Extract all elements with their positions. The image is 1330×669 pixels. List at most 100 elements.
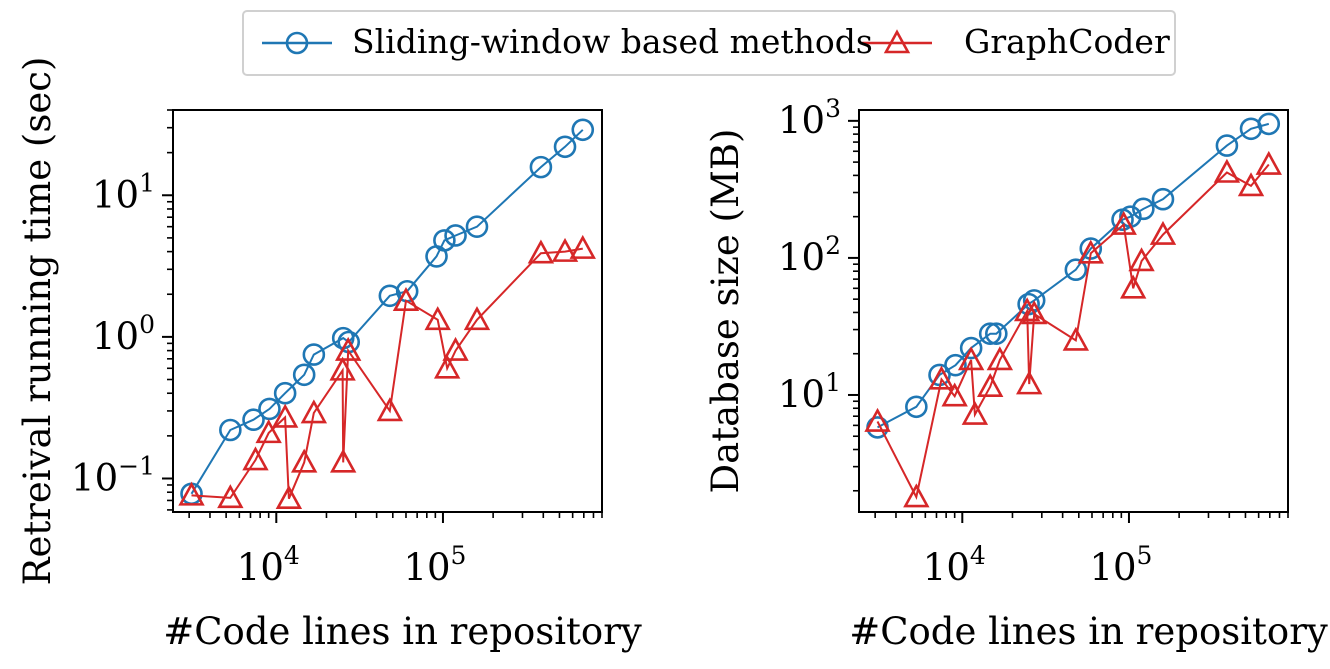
legend-marker-triangle [883,29,911,54]
legend-markers [262,29,932,55]
data-point-triangle [1062,326,1090,351]
data-point-triangle [1020,300,1048,325]
data-point-circle [1257,112,1281,136]
data-point-triangle [424,306,451,331]
data-point-triangle [290,448,318,473]
data-point-triangle [271,403,299,428]
x-tick-label: 105 [1089,541,1152,589]
x-axis-label: #Code lines in repository [849,610,1328,653]
data-point-triangle [433,354,461,379]
data-point-triangle [392,287,420,312]
series-line [877,122,1270,429]
legend-label-graphcoder: GraphCoder [964,22,1170,61]
data-point-circle [444,224,467,247]
data-point-triangle [957,346,985,371]
data-point-triangle [1149,220,1177,245]
data-point-triangle [217,484,244,509]
data-point-triangle [1128,247,1155,272]
x-tick-exponent: 4 [284,541,300,570]
data-point-circle [1151,187,1175,211]
data-point-circle [273,381,297,405]
y-tick-label: 101 [778,368,841,416]
data-point-triangle [986,346,1014,371]
data-point-triangle [376,397,404,422]
y-tick-base: 10 [92,173,139,216]
data-point-circle [1132,197,1155,221]
data-point-triangle [1119,274,1147,299]
data-point-triangle [928,365,955,390]
plot-frame [172,109,603,513]
legend-label-sliding-window: Sliding-window based methods [352,22,873,61]
data-point-triangle [442,336,469,361]
data-point-triangle [941,382,968,407]
plot-frame [858,109,1289,513]
y-tick-base: 10 [778,236,825,279]
series-sliding-window [180,118,595,506]
data-point-triangle [1015,370,1043,395]
series-line [191,247,583,500]
data-point-circle [985,322,1008,345]
data-point-triangle [569,234,596,259]
data-point-circle [465,215,489,238]
x-tick-label: 104 [923,541,986,589]
x-tick-exponent: 4 [970,541,986,570]
data-point-circle [219,418,242,442]
data-point-triangle [1077,239,1104,264]
data-point-circle [529,155,553,179]
data-point-triangle [976,372,1004,397]
data-point-circle [1215,134,1239,157]
y-tick-exponent: 2 [825,231,841,260]
series-line [190,129,584,495]
x-tick-exponent: 5 [1137,541,1153,570]
data-point-circle [292,363,316,387]
data-point-triangle [1237,172,1265,197]
data-point-circle [944,353,967,377]
data-point-triangle [178,481,205,506]
data-point-circle [302,343,326,366]
data-point-triangle [329,448,357,473]
y-tick-exponent: −1 [118,451,155,480]
data-point-triangle [1213,158,1241,183]
x-tick-label: 104 [237,541,300,589]
x-tick-exponent: 5 [451,541,467,570]
y-tick-base: 10 [778,373,825,416]
y-tick-label: 100 [92,310,155,358]
data-point-circle [433,229,456,252]
data-point-circle [1064,258,1088,282]
data-point-triangle [334,336,362,361]
data-point-triangle [329,356,356,381]
y-tick-label: 101 [92,168,155,216]
data-point-circle [553,135,577,159]
legend: Sliding-window based methods GraphCoder [242,10,1176,76]
data-point-triangle [242,446,269,471]
data-point-triangle [463,306,491,331]
data-point-circle [258,397,281,421]
data-point-triangle [1255,150,1282,175]
y-tick-exponent: 3 [825,94,841,123]
y-tick-exponent: 1 [825,368,841,397]
x-axis-label: #Code lines in repository [163,610,642,653]
data-point-triangle [255,419,282,444]
data-point-circle [959,336,983,360]
series-graphcoder [178,234,596,510]
data-point-triangle [300,399,328,424]
data-point-circle [242,408,265,432]
data-point-triangle [1110,210,1137,235]
y-tick-label: 103 [778,94,841,142]
series-sliding-window [866,112,1281,439]
x-tick-label: 105 [403,541,466,589]
data-point-circle [378,284,402,308]
series-graphcoder [864,150,1282,508]
data-point-triangle [551,237,579,262]
y-axis-label: Retreival running time (sec) [16,57,59,586]
y-tick-label: 102 [778,231,841,279]
data-point-triangle [864,407,891,432]
data-point-triangle [275,485,303,510]
data-point-triangle [527,239,555,264]
data-point-triangle [1013,297,1041,322]
data-point-circle [571,118,595,142]
y-tick-base: 10 [92,315,139,358]
